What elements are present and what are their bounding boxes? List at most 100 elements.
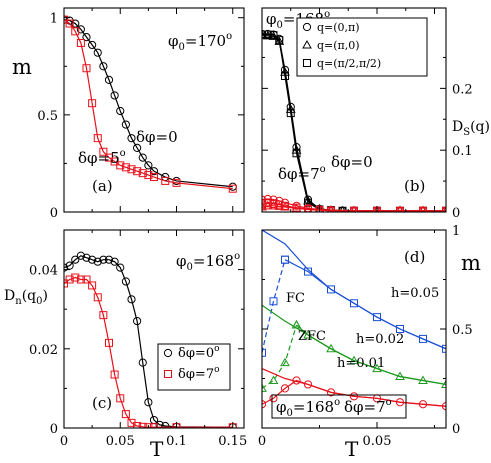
data-point-c-0-14: [138, 358, 147, 367]
data-point-d-0-3: [350, 299, 358, 308]
data-point-d-0-6: [419, 334, 427, 343]
axes-frame-a: [63, 7, 245, 213]
legend-label-b-2: q=(π/2,π/2): [317, 57, 381, 70]
series-line-a-1: [64, 19, 233, 190]
data-point-c-0-2: [71, 255, 80, 264]
x-tick-label-c-3: 0.15: [218, 434, 247, 449]
data-point-b-1-3: [274, 36, 285, 45]
series-line-d-1: [262, 259, 286, 353]
y-tick-label-c-0: 0: [50, 422, 58, 437]
data-point-c-0-11: [121, 277, 130, 286]
legend-marker-b-0: [302, 22, 312, 32]
data-point-c-1-7: [99, 311, 108, 320]
series-label-b-1: δφ=7o: [278, 164, 326, 183]
panel-label-b: (b): [404, 177, 425, 195]
y-tick-label-d-1: 0.5: [452, 323, 473, 338]
legend-marker-b-2: [303, 59, 311, 67]
series-line-b-3: [262, 198, 446, 212]
data-point-d-1-2: [281, 255, 289, 264]
data-point-a-0-9: [110, 91, 119, 100]
data-point-b-2-5: [286, 109, 295, 118]
series-label-b-0: δφ=0: [331, 153, 373, 171]
data-point-c-0-18: [161, 421, 170, 428]
data-point-c-0-8: [104, 255, 114, 264]
ylabel-m-left: m: [12, 55, 32, 79]
data-point-d-1-1: [269, 297, 278, 306]
panel-label-c: (c): [92, 394, 112, 412]
y-tick-label-a-2: 1: [50, 12, 58, 27]
data-point-a-1-14: [138, 169, 147, 178]
data-point-a-1-19: [228, 184, 237, 193]
y-tick-label-b-2: 0.2: [452, 82, 473, 97]
legend-box-c: [157, 343, 231, 391]
data-point-c-1-16: [150, 423, 158, 428]
data-point-b-2-1: [263, 30, 272, 39]
data-point-d-6-5: [326, 388, 336, 397]
data-point-a-0-11: [121, 120, 130, 129]
data-point-a-1-7: [99, 147, 108, 156]
data-point-c-0-7: [99, 255, 108, 264]
legend-marker-c-0: [163, 348, 173, 358]
ylabel-ds: DS(q): [452, 119, 490, 138]
data-point-a-0-12: [127, 134, 136, 143]
series-label-d-3: h=0.02: [356, 332, 404, 347]
y-tick-label-d-0: 0: [452, 422, 460, 437]
data-point-d-0-4: [373, 313, 381, 322]
plot-area-d: [262, 230, 446, 411]
x-tick-label-c-1: 0.05: [106, 434, 135, 449]
series-line-a-0: [64, 19, 233, 188]
data-point-b-2-6: [292, 149, 301, 158]
data-point-d-0-5: [396, 325, 404, 333]
data-point-c-1-9: [110, 370, 119, 379]
panel-a: 0 0.5 1 (a) φ0=170o δφ=0 δφ=5o: [37, 7, 245, 221]
y-tick-label-c-2: 0.04: [29, 264, 58, 279]
plot-area-a: [64, 15, 237, 193]
data-point-a-1-17: [161, 176, 170, 185]
data-point-d-0-1: [304, 267, 312, 276]
data-point-b-5-2: [269, 199, 278, 208]
data-point-d-6-0: [262, 400, 267, 409]
data-point-c-1-14: [138, 422, 147, 428]
data-point-a-1-1: [65, 19, 74, 28]
legend-marker-c-1: [164, 370, 172, 378]
panel-c: 0 0.05 0.1 0.15 0 0.02 0.04 (c) φ0=168o δφ=0o δφ=7…: [29, 229, 247, 449]
panel-label-d: (d): [404, 248, 425, 266]
xlabel-right: T: [345, 437, 359, 461]
data-point-a-0-14: [138, 153, 147, 162]
legend-label-c-1: δφ=7o: [178, 365, 220, 382]
y-tick-label-a-0: 0: [50, 206, 58, 221]
ylabel-dn: Dn(q0): [4, 288, 48, 307]
data-point-a-1-11: [121, 163, 130, 172]
data-point-a-1-15: [144, 171, 153, 180]
x-tick-label-c-0: 0: [60, 434, 68, 449]
data-point-d-1-0: [262, 348, 266, 357]
series-line-d-4: [262, 324, 298, 389]
legend-box-b: [296, 17, 428, 77]
data-point-b-5-8: [327, 206, 335, 212]
data-point-c-0-5: [88, 255, 97, 264]
data-point-c-1-8: [105, 338, 113, 347]
ylabel-m-right: m: [461, 251, 481, 275]
plot-area-c: [64, 251, 237, 428]
data-point-c-1-4: [82, 275, 91, 284]
data-point-b-5-13: [442, 206, 446, 212]
data-point-b-5-0: [262, 200, 266, 209]
series-line-d-5: [262, 304, 446, 386]
data-point-d-6-4: [303, 380, 313, 389]
data-point-d-0-2: [327, 285, 335, 294]
legend-label-c-0: δφ=0o: [178, 344, 220, 361]
data-point-a-1-4: [82, 64, 91, 73]
data-point-b-2-3: [275, 36, 284, 45]
series-label-d-4: h=0.01: [337, 356, 385, 371]
series-label-d-1: FC: [286, 291, 305, 306]
data-point-b-5-12: [419, 206, 427, 212]
annotation-c: φ0=168o: [176, 251, 240, 273]
data-point-c-1-15: [144, 423, 153, 428]
series-label-a-1: δφ=5o: [78, 148, 126, 167]
panel-b: 00.10.2(b)φ0=168oq=(0,π)q=(π,0)q=(π/2,π/…: [261, 7, 473, 221]
data-point-c-0-4: [82, 253, 91, 262]
data-point-b-5-11: [396, 206, 404, 212]
axes-frame-b: [261, 7, 447, 213]
y-tick-label-b-1: 0.1: [452, 144, 473, 159]
